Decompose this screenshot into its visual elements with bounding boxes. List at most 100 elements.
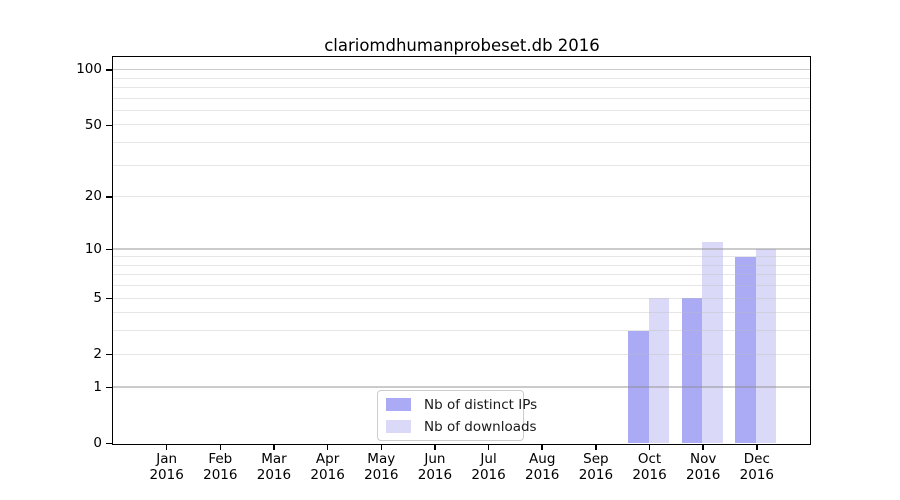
- y-tick-mark: [106, 353, 113, 356]
- x-tick-mark: [648, 443, 651, 450]
- gridline-minor: [112, 124, 810, 126]
- x-tick-mark: [434, 443, 436, 450]
- gridline-minor: [112, 312, 810, 314]
- gridline-minor: [112, 264, 810, 266]
- gridline-minor: [112, 353, 810, 355]
- x-tick-label-month: Jan: [156, 451, 178, 467]
- x-tick-label-year: 2016: [525, 466, 560, 483]
- x-tick-label-month: Mar: [261, 451, 287, 467]
- grid-layer: [112, 57, 810, 444]
- gridline-minor: [112, 97, 810, 99]
- x-tick-mark: [326, 443, 329, 450]
- gridline-minor: [112, 285, 810, 287]
- x-tick-label: Nov 2016: [668, 451, 738, 483]
- bar-nb-of-distinct-ips-oct: [628, 330, 649, 443]
- y-tick-label: 50: [84, 116, 102, 133]
- legend-swatch-nb-of-downloads: [386, 420, 411, 433]
- x-tick-mark: [273, 443, 275, 450]
- x-tick-mark: [541, 443, 543, 450]
- legend-item: Nb of downloads: [378, 418, 537, 436]
- x-tick-label-year: 2016: [578, 466, 614, 483]
- x-tick-label-year: 2016: [686, 466, 721, 483]
- x-tick-mark: [595, 443, 597, 450]
- x-tick-label-month: May: [367, 451, 396, 467]
- x-tick-mark: [165, 443, 168, 450]
- x-tick-mark: [756, 443, 758, 450]
- x-tick-label-year: 2016: [417, 466, 453, 483]
- gridline-minor: [112, 256, 810, 258]
- gridline-major: [112, 248, 810, 250]
- gridline-minor: [112, 86, 810, 88]
- y-tick-label: 5: [93, 289, 102, 306]
- y-tick-mark: [106, 69, 113, 71]
- bar-nb-of-downloads-oct: [648, 298, 670, 443]
- x-tick-label-month: Jun: [424, 451, 446, 467]
- y-tick-label: 20: [84, 188, 102, 205]
- gridline-minor: [112, 142, 810, 144]
- y-tick-mark: [106, 442, 113, 445]
- chart-title: clariomdhumanprobeset.db 2016: [324, 36, 600, 55]
- gridline-minor: [112, 109, 810, 111]
- gridline-major: [112, 386, 810, 388]
- gridline-minor: [112, 297, 810, 299]
- gridline-minor: [112, 274, 810, 276]
- legend-label: Nb of distinct IPs: [424, 396, 538, 413]
- x-tick-label-year: 2016: [256, 466, 292, 483]
- x-tick-label-month: Jul: [480, 451, 497, 467]
- legend-label: Nb of downloads: [424, 418, 537, 435]
- y-tick-label: 100: [76, 61, 102, 78]
- x-tick-label-year: 2016: [632, 466, 667, 483]
- y-tick-label: 2: [93, 345, 102, 362]
- x-tick-mark: [487, 443, 490, 450]
- y-tick-mark: [106, 297, 113, 300]
- x-tick-label-month: Apr: [315, 451, 340, 467]
- x-tick-label-year: 2016: [364, 466, 399, 483]
- x-tick-label: Jun 2016: [400, 451, 470, 483]
- plot-area: [111, 56, 811, 445]
- x-tick-mark: [380, 443, 383, 450]
- x-tick-label: Mar 2016: [239, 451, 309, 483]
- x-tick-label-year: 2016: [149, 466, 184, 483]
- y-tick-label: 0: [93, 434, 102, 451]
- x-tick-label-year: 2016: [310, 466, 345, 483]
- x-tick-label-month: Dec: [743, 451, 770, 467]
- x-tick-label: Oct 2016: [615, 451, 685, 483]
- y-tick-mark: [106, 196, 113, 198]
- x-tick-label: Sep 2016: [561, 451, 631, 483]
- x-tick-label: Jan 2016: [132, 451, 202, 483]
- y-tick-mark: [106, 386, 113, 389]
- bar-nb-of-downloads-nov: [702, 241, 723, 443]
- bar-nb-of-distinct-ips-nov: [681, 298, 703, 443]
- x-tick-mark: [219, 443, 222, 450]
- x-tick-mark: [702, 443, 704, 450]
- bar-nb-of-distinct-ips-dec: [735, 256, 756, 443]
- x-tick-label: Dec 2016: [722, 451, 792, 483]
- gridline-minor: [112, 164, 810, 166]
- y-tick-mark: [106, 124, 113, 127]
- x-tick-label: Apr 2016: [293, 451, 363, 483]
- y-tick-label: 1: [93, 378, 102, 395]
- gridline-minor: [112, 77, 810, 79]
- x-tick-label-year: 2016: [471, 466, 506, 483]
- x-tick-label: May 2016: [346, 451, 416, 483]
- y-tick-mark: [106, 248, 113, 251]
- x-tick-label: Jul 2016: [454, 451, 524, 483]
- x-tick-label-year: 2016: [739, 466, 775, 483]
- legend: Nb of distinct IPs Nb of downloads: [377, 390, 537, 441]
- gridline-minor: [112, 196, 810, 198]
- legend-item: Nb of distinct IPs: [378, 396, 537, 414]
- x-tick-label-month: Oct: [637, 451, 662, 467]
- legend-swatch-nb-of-distinct-ips: [386, 398, 411, 411]
- x-tick-label: Aug 2016: [507, 451, 577, 483]
- x-tick-label: Feb 2016: [185, 451, 255, 483]
- bars-layer: [113, 57, 811, 444]
- x-tick-label-month: Nov: [690, 451, 717, 467]
- y-tick-label: 10: [84, 240, 102, 257]
- x-tick-label-month: Sep: [583, 451, 609, 467]
- x-tick-label-month: Feb: [208, 451, 233, 467]
- bar-nb-of-downloads-dec: [755, 248, 777, 443]
- x-tick-label-month: Aug: [529, 451, 556, 467]
- gridline-major: [112, 68, 810, 71]
- gridline-minor: [112, 330, 810, 332]
